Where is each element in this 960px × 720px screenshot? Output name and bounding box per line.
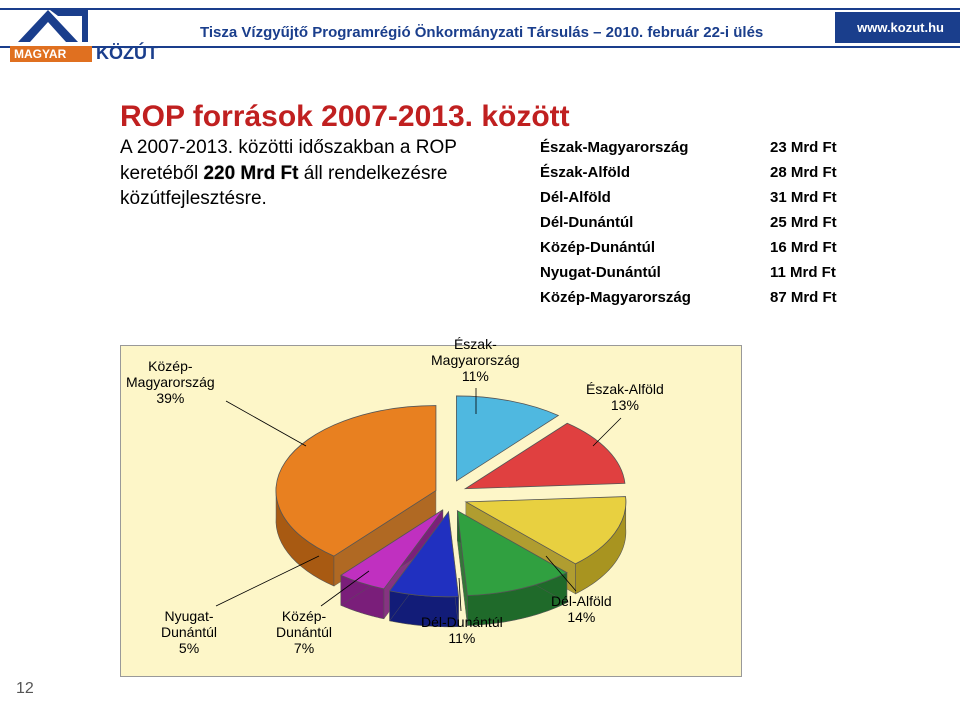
table-row: Észak-Alföld28 Mrd Ft (540, 160, 890, 185)
logo-text-top: MAGYAR (14, 47, 67, 61)
table-row: Közép-Dunántúl16 Mrd Ft (540, 235, 890, 260)
table-row: Nyugat-Dunántúl11 Mrd Ft (540, 260, 890, 285)
logo-text-bottom: KÖZÚT (96, 42, 158, 63)
intro-bold: 220 Mrd Ft (203, 163, 298, 184)
table-key: Közép-Dunántúl (540, 239, 770, 256)
table-val: 11 Mrd Ft (770, 264, 890, 281)
table-key: Észak-Alföld (540, 164, 770, 181)
slide-root: www.kozut.hu Tisza Vízgyűjtő Programrégi… (0, 0, 960, 720)
table-val: 25 Mrd Ft (770, 214, 890, 231)
region-table: Észak-Magyarország23 Mrd Ft Észak-Alföld… (540, 135, 890, 310)
table-row: Észak-Magyarország23 Mrd Ft (540, 135, 890, 160)
page-title: ROP források 2007-2013. között (120, 100, 570, 134)
table-row: Dél-Dunántúl25 Mrd Ft (540, 210, 890, 235)
pie-slice-label: Közép-Magyarország39% (126, 358, 215, 406)
table-key: Közép-Magyarország (540, 289, 770, 306)
logo-svg: MAGYAR KÖZÚT (10, 4, 190, 64)
table-val: 87 Mrd Ft (770, 289, 890, 306)
pie-slice-label: Észak-Magyarország11% (431, 336, 520, 384)
pie-slice-label: Észak-Alföld13% (586, 381, 664, 413)
pie-slice-label: Dél-Dunántúl11% (421, 614, 503, 646)
logo: MAGYAR KÖZÚT (10, 4, 190, 64)
table-key: Észak-Magyarország (540, 139, 770, 156)
header: www.kozut.hu Tisza Vízgyűjtő Programrégi… (0, 0, 960, 60)
pie-slice-label: Dél-Alföld14% (551, 593, 612, 625)
header-subtitle: Tisza Vízgyűjtő Programrégió Önkormányza… (200, 24, 763, 41)
intro-paragraph: A 2007-2013. közötti időszakban a ROP ke… (120, 135, 500, 212)
pie-slice-label: Közép-Dunántúl7% (276, 608, 332, 656)
url-badge: www.kozut.hu (835, 12, 960, 43)
table-val: 23 Mrd Ft (770, 139, 890, 156)
table-val: 16 Mrd Ft (770, 239, 890, 256)
pie-chart-area: Észak-Magyarország11%Észak-Alföld13%Dél-… (120, 345, 742, 677)
table-key: Dél-Dunántúl (540, 214, 770, 231)
table-val: 31 Mrd Ft (770, 189, 890, 206)
page-number: 12 (16, 680, 34, 698)
pie-slice-label: Nyugat-Dunántúl5% (161, 608, 217, 656)
table-row: Közép-Magyarország87 Mrd Ft (540, 285, 890, 310)
table-val: 28 Mrd Ft (770, 164, 890, 181)
table-row: Dél-Alföld31 Mrd Ft (540, 185, 890, 210)
table-key: Dél-Alföld (540, 189, 770, 206)
table-key: Nyugat-Dunántúl (540, 264, 770, 281)
